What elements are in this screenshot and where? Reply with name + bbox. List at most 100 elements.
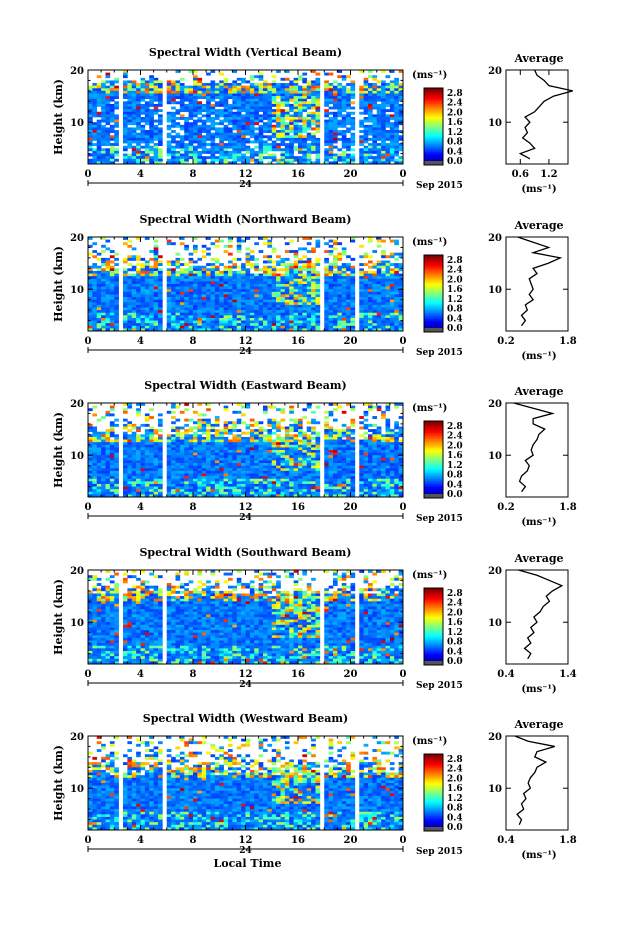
- colorbar: [423, 254, 444, 333]
- x-tick-label: 20: [344, 169, 358, 180]
- colorbar-tick-label: 2.0: [447, 774, 463, 784]
- average-y-tick-label: 10: [488, 118, 502, 129]
- panel-2: Spectral Width (Eastward Beam) 10 20 Height…: [52, 379, 577, 528]
- x-axis-label: Local Time: [214, 857, 282, 870]
- colorbar-tick-label: 1.2: [447, 295, 463, 305]
- average-x-tick-label: 0.6: [512, 169, 529, 180]
- colorbar-tick-label: 2.0: [447, 608, 463, 618]
- colorbar-tick-label: 0.8: [447, 638, 463, 648]
- colorbar-tick-label: 2.4: [447, 266, 463, 276]
- colorbar-tick-label: 0.0: [447, 657, 463, 667]
- colorbar-unit: (ms⁻¹): [412, 70, 447, 81]
- panel-0: Spectral Width (Vertical Beam) 10 20 Height…: [52, 46, 573, 195]
- average-profile-line: [518, 569, 564, 660]
- average-profile-line: [513, 402, 555, 493]
- month-label: Sep 2015: [416, 847, 463, 857]
- colorbar-tick-label: 2.8: [447, 89, 463, 99]
- panel-title: Spectral Width (Northward Beam): [140, 213, 352, 226]
- x-tick-label: 0: [400, 169, 407, 180]
- x-tick-label: 0: [85, 669, 92, 680]
- y-axis-label: Height (km): [52, 79, 65, 155]
- x-tick-label: 16: [291, 835, 305, 846]
- average-profile-line: [517, 236, 563, 327]
- average-frame: [505, 402, 569, 498]
- x-tick-label: 20: [344, 336, 358, 347]
- x-tick-label: 8: [190, 336, 197, 347]
- heatmap: [88, 237, 404, 332]
- month-label: Sep 2015: [416, 514, 463, 524]
- y-tick-label: 20: [70, 566, 84, 577]
- colorbar-tick-label: 1.6: [447, 451, 463, 461]
- x-tick-label: 20: [344, 669, 358, 680]
- colorbar-tick-label: 2.0: [447, 441, 463, 451]
- panel-3: Spectral Width (Southward Beam) 10 20 Heigh…: [52, 546, 577, 695]
- x-tick-label: 8: [190, 169, 197, 180]
- panel-title: Spectral Width (Southward Beam): [139, 546, 351, 559]
- average-title: Average: [513, 219, 563, 232]
- average-x-tick-label: 0.2: [497, 502, 514, 513]
- month-label: Sep 2015: [416, 348, 463, 358]
- x-tick-label: 12: [239, 169, 253, 180]
- average-title: Average: [513, 718, 563, 731]
- average-x-tick-label: 1.8: [559, 502, 576, 513]
- average-frame: [505, 569, 569, 665]
- average-x-label: (ms⁻¹): [521, 684, 556, 695]
- x-tick-label: 4: [137, 169, 144, 180]
- average-profile-line: [518, 69, 573, 160]
- y-axis-label: Height (km): [52, 579, 65, 655]
- average-x-tick-label: 0.4: [497, 835, 514, 846]
- month-label: Sep 2015: [416, 181, 463, 191]
- average-x-label: (ms⁻¹): [521, 351, 556, 362]
- y-tick-label: 10: [70, 451, 84, 462]
- colorbar-tick-label: 0.8: [447, 138, 463, 148]
- y-tick-label: 20: [70, 732, 84, 743]
- colorbar-tick-label: 1.6: [447, 285, 463, 295]
- month-label: Sep 2015: [416, 681, 463, 691]
- colorbar-unit: (ms⁻¹): [412, 403, 447, 414]
- average-x-tick-label: 1.4: [559, 669, 576, 680]
- heatmap: [88, 403, 404, 498]
- colorbar-tick-label: 2.4: [447, 99, 463, 109]
- colorbar-tick-label: 0.4: [447, 647, 463, 657]
- colorbar-tick-label: 0.8: [447, 305, 463, 315]
- date-label: 24: [239, 347, 252, 357]
- colorbar-frame: [423, 420, 444, 499]
- colorbar-unit: (ms⁻¹): [412, 237, 447, 248]
- y-tick-label: 10: [70, 285, 84, 296]
- average-frame: [505, 735, 569, 831]
- colorbar-tick-label: 2.0: [447, 275, 463, 285]
- average-y-tick-label: 20: [488, 732, 502, 743]
- x-tick-label: 16: [291, 336, 305, 347]
- y-tick-label: 10: [70, 784, 84, 795]
- average-x-tick-label: 0.2: [497, 336, 514, 347]
- average-y-tick-label: 10: [488, 784, 502, 795]
- panel-4: Spectral Width (Westward Beam) 10 20 Height…: [52, 712, 577, 870]
- colorbar-tick-label: 1.2: [447, 461, 463, 471]
- colorbar-unit: (ms⁻¹): [412, 736, 447, 747]
- average-y-tick-label: 10: [488, 451, 502, 462]
- y-axis-label: Height (km): [52, 745, 65, 821]
- colorbar-tick-label: 0.4: [447, 813, 463, 823]
- colorbar-tick-label: 1.2: [447, 628, 463, 638]
- colorbar-tick-label: 2.8: [447, 256, 463, 266]
- heatmap: [88, 70, 404, 165]
- x-tick-label: 4: [137, 669, 144, 680]
- x-tick-label: 12: [239, 835, 253, 846]
- colorbar-tick-label: 1.2: [447, 794, 463, 804]
- colorbar-tick-label: 1.2: [447, 128, 463, 138]
- date-label: 24: [239, 180, 252, 190]
- colorbar-unit: (ms⁻¹): [412, 570, 447, 581]
- colorbar-tick-label: 0.0: [447, 490, 463, 500]
- x-tick-label: 4: [137, 835, 144, 846]
- x-tick-label: 12: [239, 669, 253, 680]
- colorbar-tick-label: 0.0: [447, 157, 463, 167]
- x-tick-label: 16: [291, 169, 305, 180]
- x-tick-label: 0: [85, 169, 92, 180]
- average-frame: [505, 69, 569, 165]
- colorbar-tick-label: 2.4: [447, 599, 463, 609]
- y-tick-label: 20: [70, 399, 84, 410]
- colorbar-tick-label: 0.0: [447, 823, 463, 833]
- y-axis-label: Height (km): [52, 246, 65, 322]
- colorbar-tick-label: 2.8: [447, 589, 463, 599]
- y-axis-label: Height (km): [52, 412, 65, 488]
